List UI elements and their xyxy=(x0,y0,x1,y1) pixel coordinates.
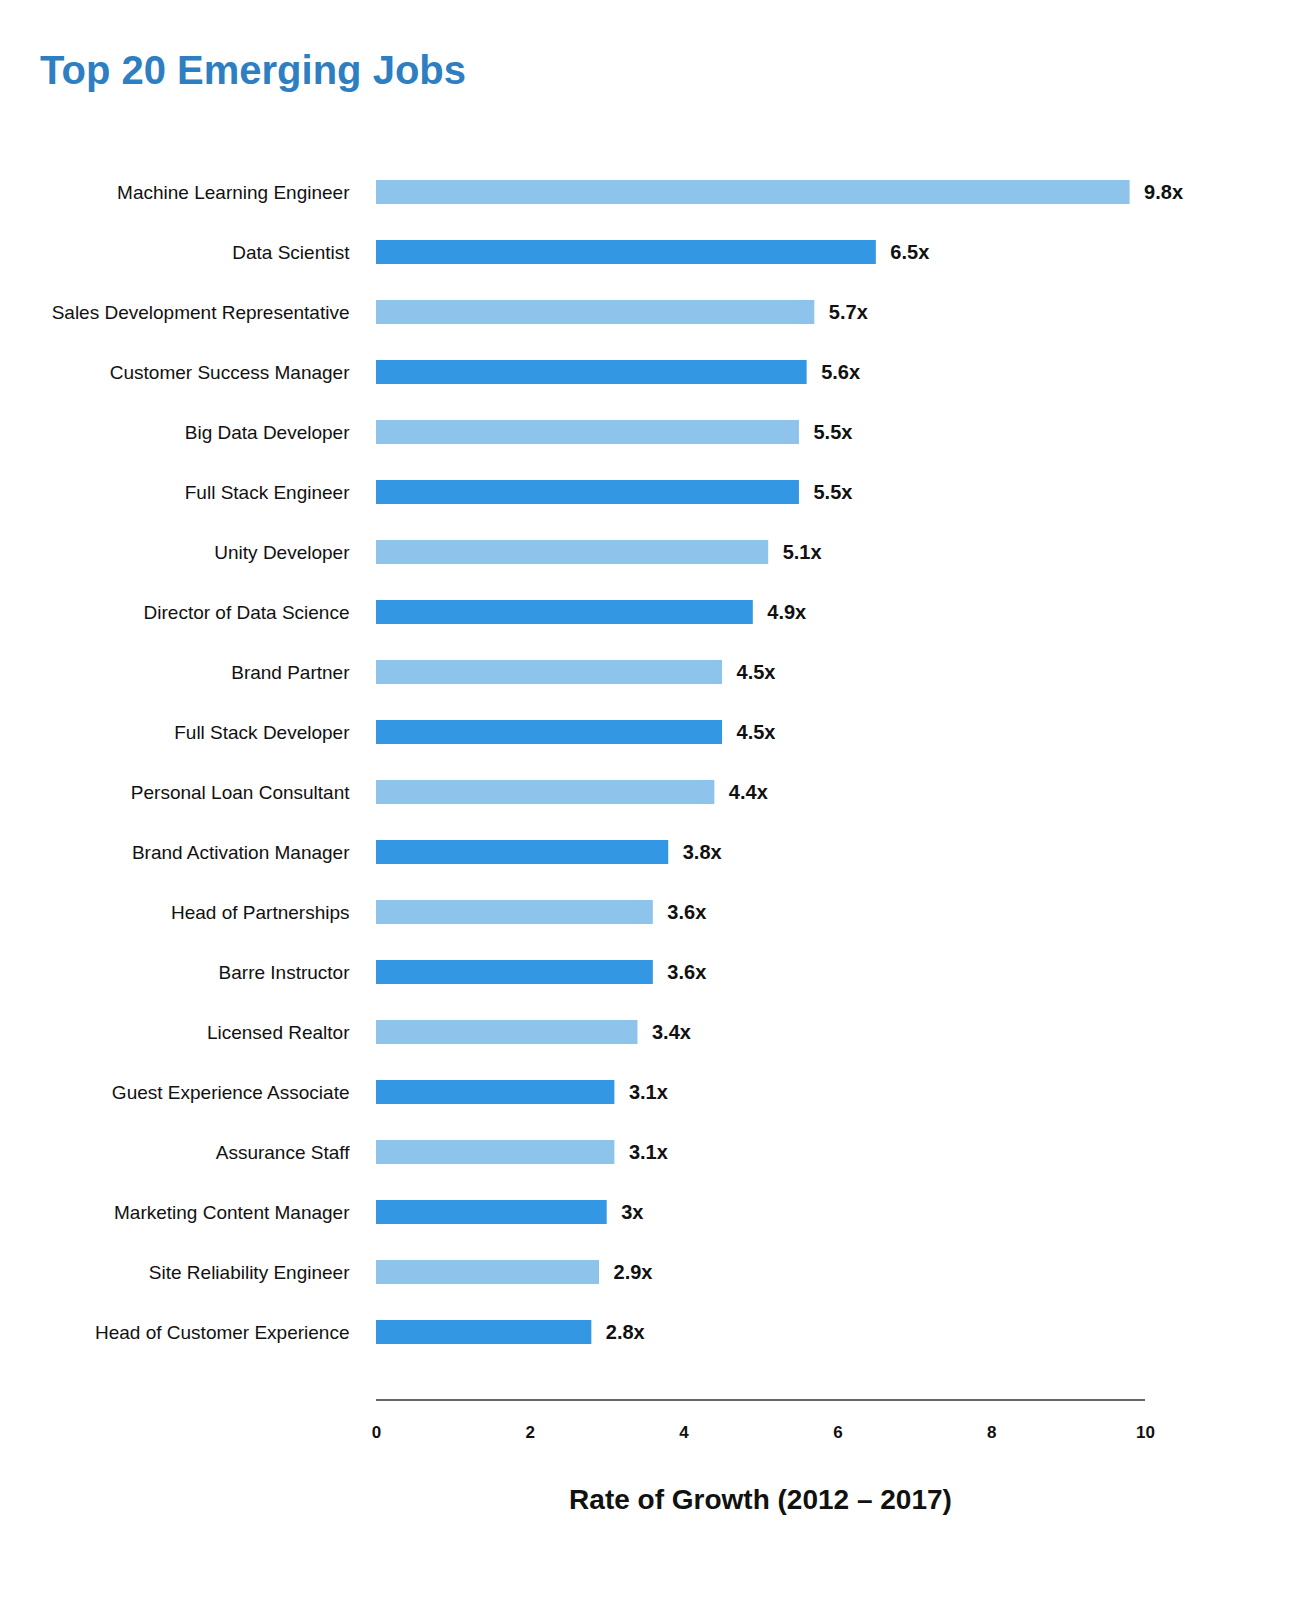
svg-text:6: 6 xyxy=(833,1423,842,1442)
svg-text:Head of Customer Experience: Head of Customer Experience xyxy=(95,1322,350,1343)
svg-text:0: 0 xyxy=(372,1423,381,1442)
svg-text:6.5x: 6.5x xyxy=(890,241,929,263)
svg-text:5.7x: 5.7x xyxy=(829,301,868,323)
svg-text:9.8x: 9.8x xyxy=(1144,181,1183,203)
svg-text:2.9x: 2.9x xyxy=(614,1261,653,1283)
svg-text:Machine Learning Engineer: Machine Learning Engineer xyxy=(117,182,350,203)
svg-text:3.4x: 3.4x xyxy=(652,1021,691,1043)
svg-text:Licensed Realtor: Licensed Realtor xyxy=(207,1022,350,1043)
svg-text:Full Stack Developer: Full Stack Developer xyxy=(174,722,350,743)
svg-text:Brand Partner: Brand Partner xyxy=(231,662,350,683)
svg-text:5.6x: 5.6x xyxy=(821,361,860,383)
svg-text:Unity Developer: Unity Developer xyxy=(214,542,350,563)
html-text:Top 20 Emerging Jobs: Top 20 Emerging Jobs xyxy=(40,48,466,92)
svg-text:3.6x: 3.6x xyxy=(667,961,706,983)
svg-text:4.5x: 4.5x xyxy=(737,721,776,743)
svg-text:4.5x: 4.5x xyxy=(737,661,776,683)
svg-text:3.8x: 3.8x xyxy=(683,841,722,863)
svg-text:Marketing Content Manager: Marketing Content Manager xyxy=(114,1202,350,1223)
svg-text:Head of Partnerships: Head of Partnerships xyxy=(171,902,350,923)
svg-text:5.5x: 5.5x xyxy=(813,481,852,503)
svg-text:4: 4 xyxy=(679,1423,689,1442)
svg-text:Sales Development Representati: Sales Development Representative xyxy=(52,302,350,323)
svg-text:Director of Data Science: Director of Data Science xyxy=(144,602,350,623)
svg-text:Brand Activation Manager: Brand Activation Manager xyxy=(132,842,350,863)
svg-text:Personal Loan Consultant: Personal Loan Consultant xyxy=(131,782,350,803)
svg-text:2: 2 xyxy=(526,1423,535,1442)
svg-text:4.4x: 4.4x xyxy=(729,781,768,803)
svg-text:Site Reliability Engineer: Site Reliability Engineer xyxy=(149,1262,350,1283)
svg-text:Barre Instructor: Barre Instructor xyxy=(219,962,351,983)
svg-text:3x: 3x xyxy=(621,1201,643,1223)
svg-text:4.9x: 4.9x xyxy=(767,601,806,623)
svg-text:3.1x: 3.1x xyxy=(629,1081,668,1103)
svg-text:3.1x: 3.1x xyxy=(629,1141,668,1163)
svg-text:Customer Success Manager: Customer Success Manager xyxy=(110,362,350,383)
svg-text:Data Scientist: Data Scientist xyxy=(232,242,350,263)
svg-text:Guest Experience Associate: Guest Experience Associate xyxy=(112,1082,350,1103)
svg-text:10: 10 xyxy=(1136,1423,1155,1442)
svg-text:Big Data Developer: Big Data Developer xyxy=(185,422,350,443)
svg-text:Full Stack Engineer: Full Stack Engineer xyxy=(185,482,350,503)
svg-text:2.8x: 2.8x xyxy=(606,1321,645,1343)
svg-text:3.6x: 3.6x xyxy=(667,901,706,923)
svg-text:8: 8 xyxy=(987,1423,996,1442)
svg-text:Assurance Staff: Assurance Staff xyxy=(216,1142,351,1163)
html-text:Rate of Growth (2012 – 2017): Rate of Growth (2012 – 2017) xyxy=(569,1484,952,1515)
svg-text:5.1x: 5.1x xyxy=(783,541,822,563)
svg-text:5.5x: 5.5x xyxy=(813,421,852,443)
